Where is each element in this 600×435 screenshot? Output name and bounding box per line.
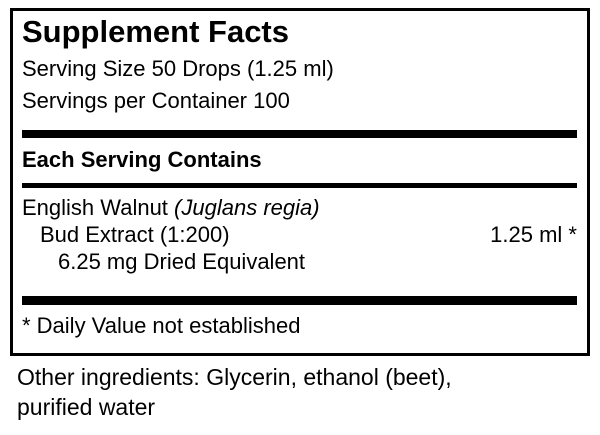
- other-ingredients-line1: Other ingredients: Glycerin, ethanol (be…: [17, 364, 452, 390]
- daily-value-footnote: * Daily Value not established: [22, 313, 301, 338]
- divider-thick-top: [22, 130, 577, 138]
- divider-medium: [22, 183, 577, 188]
- section-header: Each Serving Contains: [22, 147, 262, 172]
- servings-per-container-line: Servings per Container 100: [22, 88, 290, 113]
- divider-thick-bottom: [22, 296, 577, 305]
- other-ingredients-text: Other ingredients: Glycerin, ethanol (be…: [17, 362, 452, 422]
- ingredient-equivalent-line: 6.25 mg Dried Equivalent: [58, 249, 306, 274]
- ingredient-latin-name: (Juglans regia): [174, 195, 320, 220]
- ingredient-name-line: English Walnut (Juglans regia): [22, 194, 577, 221]
- ingredient-detail: Bud Extract (1:200): [40, 222, 230, 247]
- ingredient-amount-row: Bud Extract (1:200) 1.25 ml *: [22, 221, 577, 248]
- panel-title: Supplement Facts: [22, 14, 289, 49]
- serving-size-line: Serving Size 50 Drops (1.25 ml): [22, 56, 334, 81]
- ingredient-common-name: English Walnut: [22, 195, 175, 220]
- ingredient-amount: 1.25 ml *: [490, 222, 577, 247]
- other-ingredients-line2: purified water: [17, 394, 156, 420]
- supplement-facts-panel: Supplement Facts Serving Size 50 Drops (…: [10, 8, 590, 356]
